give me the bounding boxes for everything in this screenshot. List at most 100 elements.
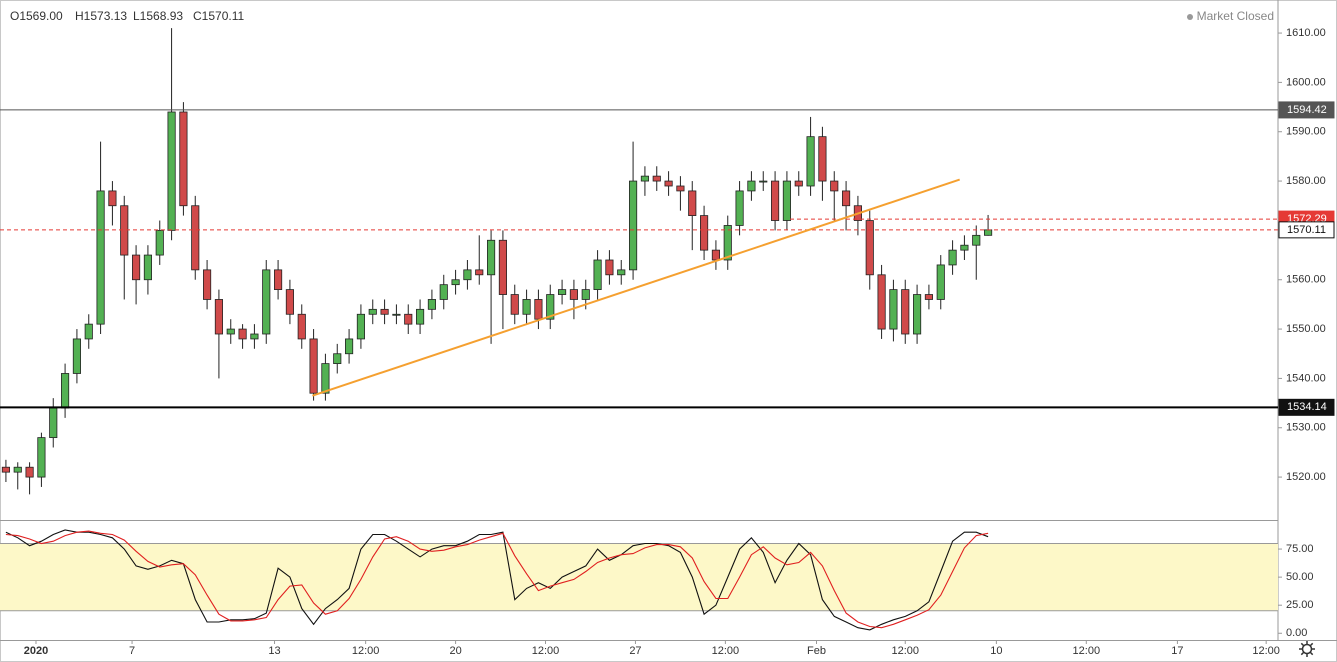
candle-body (108, 190, 117, 207)
y-tick-label: 1540.00 (1286, 372, 1326, 384)
price-label: 1570.11 (1287, 224, 1326, 236)
candle-body (605, 259, 614, 276)
gear[interactable] (1301, 643, 1313, 655)
candle-body (676, 185, 685, 192)
candle-body (96, 190, 105, 325)
candle-body (593, 259, 602, 291)
gear-teeth[interactable] (1299, 641, 1315, 657)
y-tick-label: 1560.00 (1286, 274, 1326, 286)
candle-body (380, 308, 389, 315)
candle-body (404, 313, 413, 325)
candle-body (534, 299, 543, 320)
price-label-box (1278, 398, 1335, 416)
candle-body (771, 180, 780, 221)
price-label-box (1278, 221, 1335, 239)
candle-body (818, 136, 827, 182)
candle-body (333, 353, 342, 365)
x-tick-label: 27 (629, 645, 641, 657)
candle-body (794, 180, 803, 187)
candle-body (191, 205, 200, 271)
candle-body (984, 229, 993, 236)
x-tick-label: 12:00 (891, 645, 919, 657)
candle-body (439, 284, 448, 300)
candle-body (865, 220, 874, 276)
settings-icon[interactable] (1299, 641, 1315, 657)
candle-body (179, 111, 188, 207)
y-tick-label: 0.00 (1286, 627, 1307, 639)
candle-body (297, 313, 306, 340)
candle-body (356, 313, 365, 340)
candle-body (416, 308, 425, 325)
candle-body (546, 294, 555, 320)
candle-body (155, 229, 164, 256)
candle-body (782, 180, 791, 221)
candle-body (913, 294, 922, 335)
y-tick-label: 1610.00 (1286, 27, 1326, 39)
candle-body (451, 279, 460, 286)
ohlc-open: O1569.00 (10, 9, 63, 23)
candle-body (948, 249, 957, 266)
x-tick-label: 13 (268, 645, 280, 657)
candle-body (345, 338, 354, 355)
status-dot (1187, 14, 1193, 20)
candle-body (960, 244, 969, 251)
market-status: Market Closed (1197, 9, 1274, 23)
price-label: 1534.14 (1287, 401, 1327, 413)
candle-body (640, 175, 649, 182)
candle-body (309, 338, 318, 394)
y-tick-label: 25.00 (1286, 599, 1314, 611)
y-tick-label: 75.00 (1286, 543, 1314, 555)
candle-body (972, 234, 981, 246)
x-tick-label: 12:00 (1073, 645, 1101, 657)
candle-body (830, 180, 839, 192)
candle-body (238, 328, 247, 340)
candle-body (700, 215, 709, 251)
candle-body (475, 269, 484, 276)
x-tick-label: 12:00 (532, 645, 560, 657)
y-tick-label: 1590.00 (1286, 126, 1326, 138)
candle-body (901, 289, 910, 335)
candle-body (487, 239, 496, 276)
candle-body (120, 205, 129, 256)
ohlc-low: L1568.93 (133, 9, 183, 23)
band (0, 543, 1278, 611)
x-tick-label: 10 (990, 645, 1002, 657)
candle-body (842, 190, 851, 207)
candle-body (652, 175, 661, 182)
price-label-box (1278, 101, 1335, 119)
candle-body (510, 294, 519, 315)
header: O1569.00 H1573.13 L1568.93 C1570.11 (10, 9, 244, 23)
x-tick-label: Feb (807, 645, 826, 657)
candle-body (25, 466, 34, 478)
candle-body (250, 333, 259, 340)
oscillator-line (5, 530, 989, 629)
price-label: 1594.42 (1287, 104, 1327, 116)
ohlc-close: C1570.11 (193, 9, 244, 23)
candle-body (1, 466, 10, 473)
candle-body (806, 136, 815, 187)
candle-body (498, 239, 507, 295)
candle-body (132, 254, 141, 281)
candle-body (49, 407, 58, 439)
candle-body (759, 180, 768, 183)
candle-body (688, 190, 697, 216)
candle-body (262, 269, 271, 335)
x-tick-label: 20 (449, 645, 461, 657)
y-tick-label: 1580.00 (1286, 175, 1326, 187)
candle-body (392, 313, 401, 316)
x-tick-label: 12:00 (1252, 645, 1280, 657)
candle-body (13, 466, 22, 473)
candle-body (711, 249, 720, 261)
candle-body (629, 180, 638, 271)
candle-body (463, 269, 472, 281)
x-tick-label: 12:00 (712, 645, 740, 657)
y-tick-label: 1520.00 (1286, 471, 1326, 483)
x-tick-label: 12:00 (352, 645, 380, 657)
candle-body (877, 274, 886, 330)
candle-body (889, 289, 898, 330)
oscillator-line (5, 529, 989, 631)
x-tick-label: 7 (129, 645, 135, 657)
candle-body (924, 294, 933, 300)
y-tick-label: 50.00 (1286, 571, 1314, 583)
